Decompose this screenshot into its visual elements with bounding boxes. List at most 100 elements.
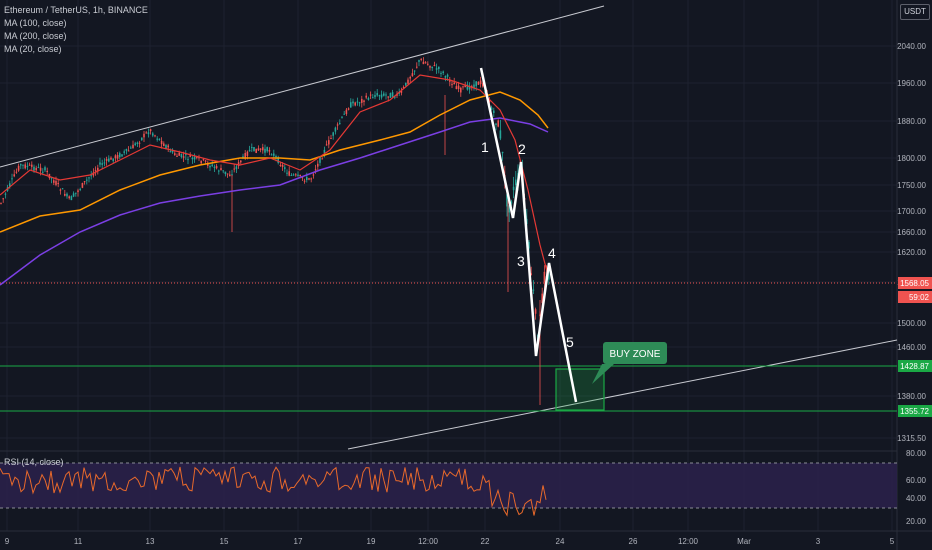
candle-body [506,194,508,207]
candle-body [374,95,376,98]
candle-body [127,150,130,152]
candle-body [50,177,53,179]
candle-body [501,151,504,154]
candle-body [77,190,79,193]
candle-body [158,138,161,141]
time-axis[interactable]: 9 11 13 15 17 19 12:00 22 24 26 12:00 Mar 3 5 [5,537,895,546]
candle-body [334,127,337,132]
candle-body [24,164,26,169]
time-tick: Mar [737,537,751,546]
candle-body [367,98,370,100]
rsi-indicator-label[interactable]: RSI (14, close) [4,457,64,467]
candle-body [13,174,15,177]
candle-body [26,165,29,168]
candle-body [389,93,392,98]
indicator-ma20[interactable]: MA (20, close) [4,44,62,54]
candle-body [424,62,427,64]
candle-body [66,193,68,197]
candle-body [189,155,191,157]
candle-body [343,113,345,115]
candle-body [279,164,282,166]
candle-body [149,129,152,132]
candle-body [64,193,66,196]
indicator-ma200[interactable]: MA (200, close) [4,31,67,41]
candle-body [152,133,154,136]
rsi-tick: 60.00 [906,476,927,485]
candle-body [411,73,414,77]
candle-body [119,153,121,158]
price-tick: 1315.50 [897,434,926,443]
candle-body [418,60,420,62]
candle-body [534,309,537,314]
candle-body [163,143,165,146]
candle-body [211,164,213,166]
candle-body [442,71,444,73]
candle-body [196,156,198,158]
candle-body [297,174,299,177]
candle-body [33,166,35,171]
candle-body [0,202,2,204]
candle-body [86,179,88,181]
candle-body [473,84,475,88]
price-tag: 1568.05 [900,279,929,288]
currency-button[interactable]: USDT [900,4,930,20]
price-axis[interactable]: 2040.00 1960.00 1880.00 1800.00 1750.00 1700.… [897,42,926,443]
candle-body [57,182,59,184]
candle-body [68,196,70,199]
candle-body [240,160,242,163]
candle-body [141,137,143,141]
candle-body [361,98,363,103]
candle-body [105,159,108,161]
candle-body [262,147,264,151]
candle-body [251,147,253,149]
candle-body [409,77,411,79]
candle-body [394,96,396,98]
candle-body [11,178,13,180]
candle-body [136,142,139,144]
candle-body [431,66,433,69]
candle-body [372,97,374,99]
indicator-ma100[interactable]: MA (100, close) [4,18,67,28]
candle-body [477,81,480,85]
candle-body [229,174,231,177]
candle-body [59,189,62,191]
candle-body [116,155,119,159]
candle-body [482,83,484,87]
candle-body [512,186,515,191]
price-tag: 1355.72 [900,407,929,416]
wave-label-1: 1 [481,139,489,155]
candle-body [174,153,176,155]
candle-body [378,95,381,97]
candle-body [125,148,128,151]
candle-body [310,178,312,180]
time-tick: 5 [890,537,895,546]
candle-body [281,164,284,167]
candle-body [420,58,422,60]
candle-body [312,174,315,176]
candle-body [385,94,387,96]
buy-zone-callout[interactable]: BUY ZONE [592,342,667,384]
candle-body [167,145,169,148]
candle-body [224,171,227,175]
candle-body [413,70,416,72]
price-tick: 1960.00 [897,79,926,88]
candle-body [479,80,482,85]
candle-body [70,196,73,201]
candle-body [246,151,249,156]
symbol-title[interactable]: Ethereum / TetherUS, 1h, BINANCE [4,5,148,15]
candle-body [328,140,330,145]
candle-body [515,179,517,186]
candle-body [204,160,207,162]
candle-body [17,165,20,171]
candle-body [499,130,502,139]
candle-body [213,166,216,168]
candle-body [321,158,323,160]
candle-body [101,163,103,165]
price-tick: 1620.00 [897,248,926,257]
price-tick: 1880.00 [897,117,926,126]
candle-body [31,164,33,167]
candle-body [543,271,546,283]
candle-body [295,174,297,176]
candle-body [444,76,447,78]
